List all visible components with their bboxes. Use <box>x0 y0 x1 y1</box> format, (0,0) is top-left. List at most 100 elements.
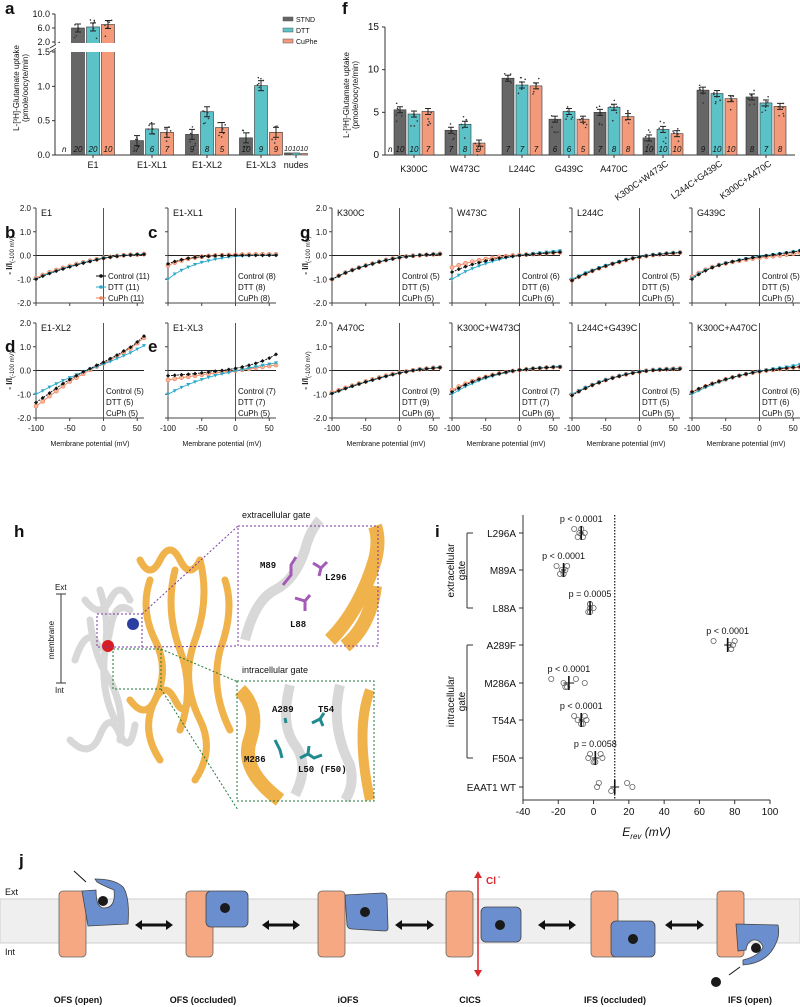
legend-label: Control (5) <box>762 272 800 281</box>
legend-label: DTT (5) <box>106 398 134 407</box>
n-count: 10 <box>727 145 736 154</box>
n-count: 9 <box>259 145 264 154</box>
legend-label: DTT (5) <box>762 283 790 292</box>
legend-label: CuPh (5) <box>762 409 794 418</box>
data-point-control <box>94 363 99 368</box>
panel-letter-b: b <box>5 223 15 242</box>
data-point-control <box>603 378 608 383</box>
y-axis-label-main: - I/I <box>5 263 14 275</box>
data-point <box>108 21 111 23</box>
data-point <box>659 120 662 123</box>
data-point-control <box>142 252 146 257</box>
data-point <box>663 121 665 124</box>
data-point-control <box>363 379 368 384</box>
data-point <box>106 20 109 22</box>
legend-swatch-stnd <box>282 16 294 22</box>
data-point-control <box>226 367 231 372</box>
x-axis-label: Membrane potential (mV) <box>587 441 666 448</box>
data-point <box>715 101 717 103</box>
data-point-control <box>637 254 642 259</box>
data-point <box>533 82 536 84</box>
data-point-control <box>166 261 170 266</box>
arrow-head <box>395 920 402 930</box>
data-point-control <box>644 253 649 258</box>
data-point-dtt <box>186 265 191 270</box>
data-point-dtt <box>253 365 258 369</box>
x-tick-label: 0 <box>591 807 597 818</box>
data-point <box>562 684 569 691</box>
data-point-control <box>377 376 382 381</box>
data-point-control <box>240 364 245 369</box>
data-point <box>570 118 573 120</box>
data-point-dtt <box>61 378 65 383</box>
data-point-control <box>690 389 694 394</box>
data-point <box>590 605 597 612</box>
data-point-control <box>690 277 694 282</box>
substrate-release-arrow <box>728 966 741 976</box>
data-point-control <box>764 368 769 373</box>
residue-m286 <box>273 739 284 759</box>
data-point-control <box>483 375 488 380</box>
row-label: L88A <box>493 604 517 615</box>
y-tick-label: -2.0 <box>313 299 327 308</box>
data-point-control <box>74 263 79 267</box>
data-point-control <box>603 263 608 268</box>
data-point-control <box>213 253 218 258</box>
int-label: Int <box>55 686 65 695</box>
data-point-control <box>233 253 238 258</box>
legend-label: Control (7) <box>522 387 560 396</box>
n-count: 8 <box>205 145 210 154</box>
n-count: 6 <box>567 145 572 154</box>
data-point-control <box>624 372 628 377</box>
data-point-control <box>576 274 581 279</box>
data-point-control <box>744 256 748 261</box>
data-point-control <box>226 253 231 258</box>
data-point-control <box>186 256 191 261</box>
data-point <box>247 131 250 134</box>
data-point <box>564 684 571 691</box>
data-point <box>203 110 206 113</box>
data-point <box>585 123 588 126</box>
data-point <box>581 680 588 687</box>
data-point <box>764 109 767 112</box>
data-point <box>92 22 94 25</box>
data-point <box>713 91 715 94</box>
x-tick-label: L244C+G439C <box>669 158 725 201</box>
y-tick-label: -2.0 <box>313 414 327 423</box>
n-count: 10 <box>292 146 300 153</box>
data-point-control <box>199 254 204 259</box>
bar-break-gap <box>100 43 116 52</box>
row-label: EAAT1 WT <box>467 783 516 794</box>
series-line-control <box>451 251 561 273</box>
legend-label: Control (6) <box>522 272 560 281</box>
n-count: 8 <box>626 145 631 154</box>
data-point <box>258 82 260 85</box>
data-point <box>276 125 278 127</box>
n-count: 10 <box>284 146 292 153</box>
data-point-control <box>377 259 382 264</box>
data-point <box>505 78 508 81</box>
data-point-control <box>370 261 375 266</box>
data-point <box>624 780 631 787</box>
scaffold-domain <box>58 890 87 958</box>
data-point-control <box>384 374 388 379</box>
data-point-control <box>404 254 409 259</box>
legend-label: CuPh (8) <box>238 294 270 303</box>
data-point <box>702 102 705 104</box>
data-point <box>104 35 107 38</box>
data-point-dtt <box>54 382 59 386</box>
data-point-control <box>791 249 796 254</box>
data-point-control <box>517 368 522 373</box>
data-point <box>747 98 749 100</box>
legend-label: CuPh (5) <box>762 294 794 303</box>
data-point-control <box>94 257 99 262</box>
chloride-arrow-down <box>474 970 482 977</box>
panel-letter-a: a <box>5 0 15 18</box>
data-point-control <box>497 371 502 376</box>
data-point <box>613 99 616 102</box>
p-value-label: p < 0.0001 <box>542 551 585 561</box>
arrow-head <box>135 920 142 930</box>
state-label: OFS (occluded) <box>170 995 237 1005</box>
int-label: Int <box>5 947 16 957</box>
y-axis-label-main: - I/I <box>301 378 310 390</box>
